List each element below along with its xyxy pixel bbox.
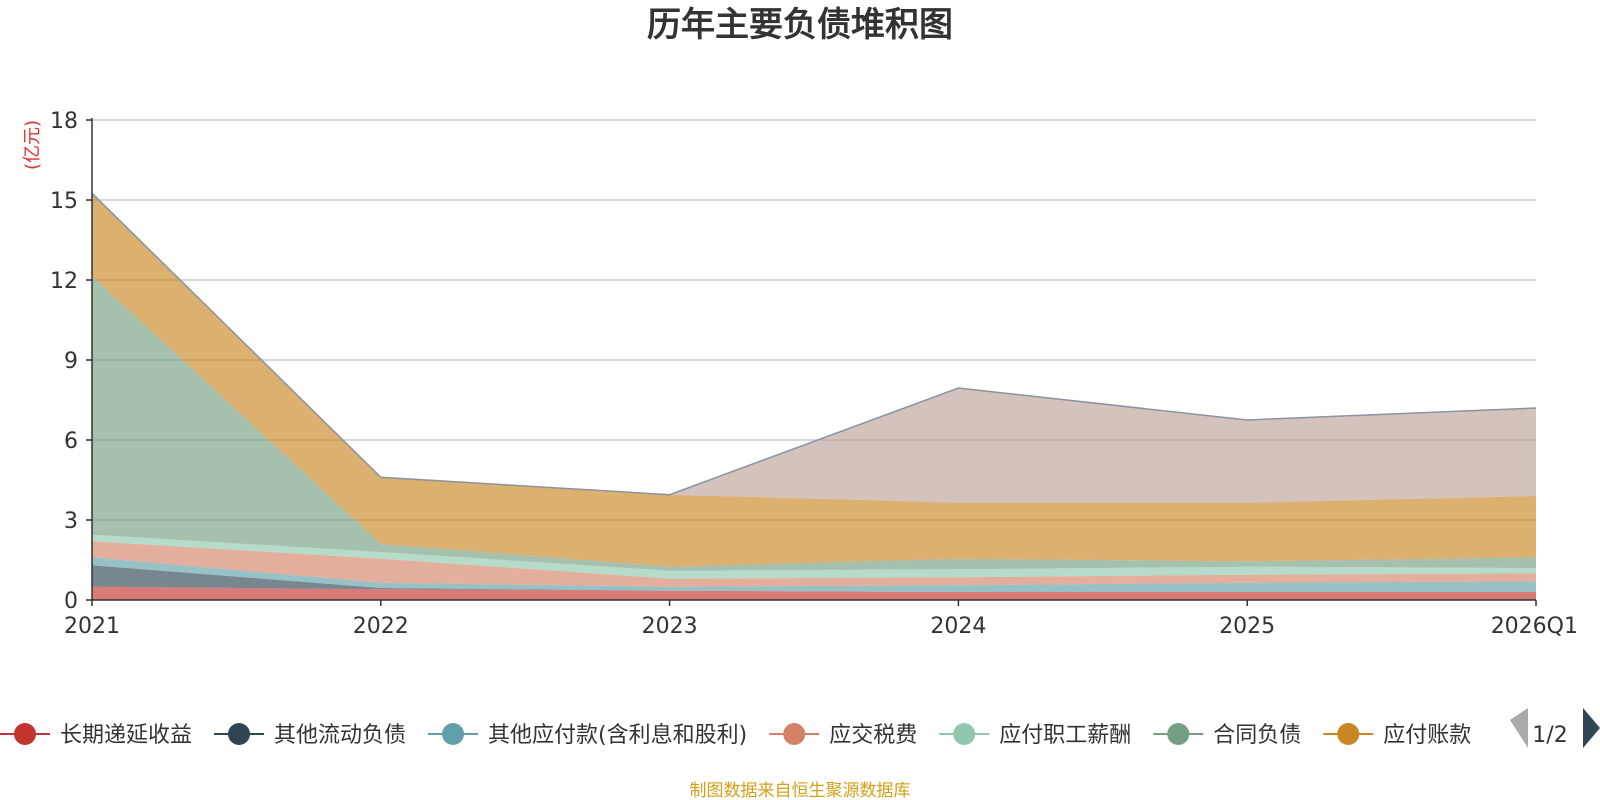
legend-item[interactable]: 合同负债	[1153, 723, 1301, 748]
legend-label: 应付账款	[1383, 723, 1471, 748]
x-tick-label: 2022	[353, 614, 409, 639]
legend-next-page-icon[interactable]	[1583, 708, 1600, 748]
y-tick-label: 0	[64, 589, 78, 614]
legend-item[interactable]: 长期递延收益	[0, 723, 192, 748]
y-tick-label: 3	[64, 509, 78, 534]
area-series-4	[92, 534, 1536, 579]
legend-item[interactable]: 其他流动负债	[214, 723, 406, 748]
legend-page-indicator: 1/2	[1532, 723, 1567, 748]
y-tick-label: 12	[50, 269, 78, 294]
legend-item[interactable]: 其他应付款(含利息和股利)	[428, 723, 747, 748]
x-tick-label: 2025	[1219, 614, 1275, 639]
y-axis-ticks: 0 3 6 9 12 15 18	[50, 109, 92, 614]
y-tick-label: 6	[64, 429, 78, 454]
x-tick-label: 2026Q1	[1491, 614, 1578, 639]
legend-marker-icon	[783, 723, 806, 745]
legend-item[interactable]: 应交税费	[769, 723, 917, 748]
x-tick-label: 2021	[64, 614, 120, 639]
x-axis-ticks: 2021 2022 2023 2024 2025 2026Q1	[64, 600, 1578, 639]
legend-item[interactable]: 应付账款	[1323, 723, 1471, 748]
total-outline	[91, 192, 1537, 496]
area-series-2	[92, 557, 1536, 592]
y-axis-unit-label: (亿元)	[22, 120, 43, 170]
area-series-0	[92, 586, 1536, 600]
legend-marker-icon	[1167, 723, 1190, 745]
legend-label: 其他应付款(含利息和股利)	[488, 723, 747, 748]
y-tick-label: 15	[50, 189, 78, 214]
legend-marker-icon	[228, 723, 251, 745]
area-series-3	[92, 541, 1536, 587]
legend-label: 应付职工薪酬	[999, 723, 1131, 748]
chart-title: 历年主要负债堆积图	[647, 5, 953, 45]
legend-label: 其他流动负债	[274, 723, 406, 748]
legend-label: 合同负债	[1213, 723, 1301, 748]
area-series-6	[92, 193, 1536, 567]
legend-label: 应交税费	[829, 723, 917, 748]
y-tick-label: 9	[64, 349, 78, 374]
legend-item[interactable]: 应付职工薪酬	[939, 723, 1131, 748]
y-tick-label: 18	[50, 109, 78, 134]
legend-prev-page-icon[interactable]	[1510, 708, 1528, 748]
legend-marker-icon	[953, 723, 976, 745]
legend-marker-icon	[1337, 723, 1360, 745]
area-series-7	[92, 193, 1536, 503]
legend-marker-icon	[14, 723, 36, 745]
legend-marker-icon	[442, 723, 465, 745]
data-source-note: 制图数据来自恒生聚源数据库	[690, 781, 911, 800]
legend-label: 长期递延收益	[60, 723, 192, 748]
legend: 长期递延收益 其他流动负债 其他应付款(含利息和股利) 应交税费 应付职工薪酬 合同负债 应…	[0, 723, 1471, 748]
x-tick-label: 2024	[930, 614, 986, 639]
area-series	[91, 192, 1537, 600]
x-tick-label: 2023	[642, 614, 698, 639]
area-series-5	[92, 276, 1536, 571]
